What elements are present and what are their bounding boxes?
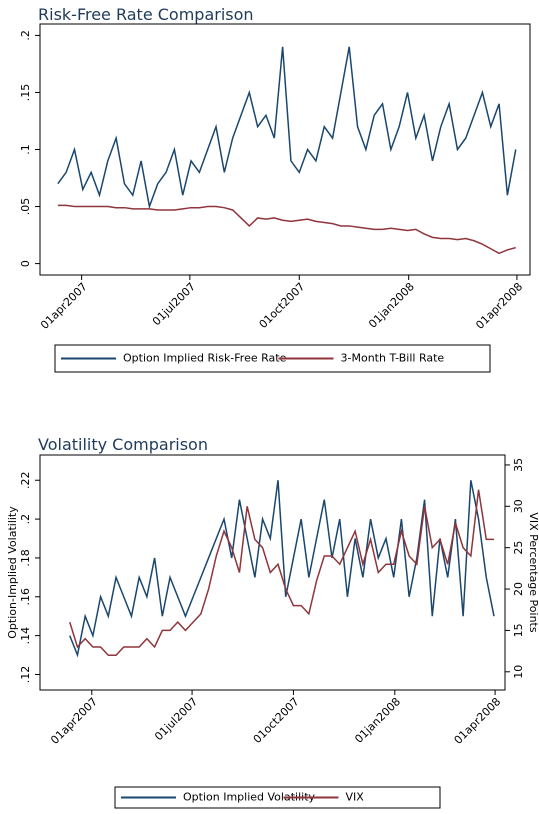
legend-label: Option Implied Volatility: [183, 791, 316, 804]
x-tick-label: 01apr2007: [48, 695, 100, 747]
y-tick-label: .15: [19, 84, 32, 102]
y2-tick-label: 15: [512, 623, 525, 637]
y2-tick-label: 10: [512, 665, 525, 679]
plot-area: [39, 454, 506, 691]
y-tick-label: .16: [19, 588, 32, 606]
x-tick-label: 01jul2007: [152, 695, 200, 743]
x-tick-label: 01apr2008: [473, 280, 525, 332]
y2-tick-label: 20: [512, 582, 525, 596]
chart-title: Volatility Comparison: [38, 435, 208, 454]
y2-tick-label: 35: [512, 458, 525, 472]
y2-tick-label: 25: [512, 541, 525, 555]
x-tick-label: 01oct2007: [257, 280, 308, 331]
plot-area: [39, 23, 531, 276]
y-tick-label: .05: [19, 198, 32, 216]
x-tick-label: 01apr2007: [38, 280, 90, 332]
legend-label: VIX: [346, 791, 365, 804]
y-tick-label: 0: [19, 260, 32, 267]
y-tick-label: .22: [19, 471, 32, 489]
series-line: [57, 46, 517, 210]
x-tick-label: 01jul2007: [150, 280, 198, 328]
series-line: [57, 204, 516, 255]
legend-label: Option Implied Risk-Free Rate: [123, 352, 287, 365]
legend-box: [54, 344, 491, 373]
y-tick-label: .12: [19, 666, 32, 684]
y-axis-label: Option-Implied Volatility: [6, 506, 19, 639]
y2-axis-label: VIX Percentage Points: [527, 512, 539, 632]
y-tick-label: .2: [19, 30, 32, 41]
y-tick-label: .2: [19, 514, 32, 525]
legend-label: 3-Month T-Bill Rate: [341, 352, 445, 365]
x-tick-label: 01apr2008: [452, 695, 504, 747]
series-line: [69, 489, 494, 656]
x-tick-label: 01oct2007: [251, 695, 302, 746]
y-tick-label: .1: [19, 144, 32, 155]
y-tick-label: .14: [19, 627, 32, 645]
y2-tick-label: 30: [512, 499, 525, 513]
series-line: [69, 480, 495, 658]
x-tick-label: 01jan2008: [352, 695, 403, 746]
legend-box: [114, 786, 441, 809]
chart-title: Risk-Free Rate Comparison: [38, 5, 254, 24]
x-tick-label: 01jan2008: [366, 280, 417, 331]
y-tick-label: .18: [19, 549, 32, 567]
